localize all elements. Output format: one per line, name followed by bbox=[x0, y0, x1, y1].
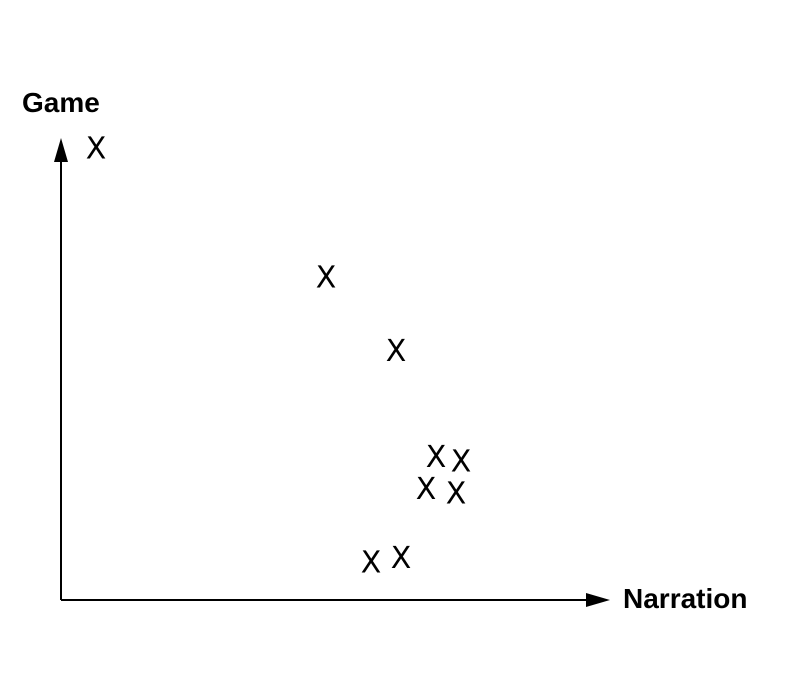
data-point-7: X bbox=[446, 477, 467, 512]
data-point-1: X bbox=[86, 132, 107, 167]
y-axis-arrow bbox=[54, 138, 68, 162]
data-point-4: X bbox=[426, 440, 447, 475]
data-point-9: X bbox=[391, 541, 412, 576]
data-point-8: X bbox=[361, 546, 382, 581]
data-point-2: X bbox=[316, 261, 337, 296]
data-point-3: X bbox=[386, 334, 407, 369]
x-axis-arrow bbox=[586, 593, 610, 607]
data-point-6: X bbox=[416, 472, 437, 507]
y-axis-label: Game bbox=[22, 87, 100, 118]
x-axis-label: Narration bbox=[623, 583, 747, 614]
data-point-5: X bbox=[451, 445, 472, 480]
